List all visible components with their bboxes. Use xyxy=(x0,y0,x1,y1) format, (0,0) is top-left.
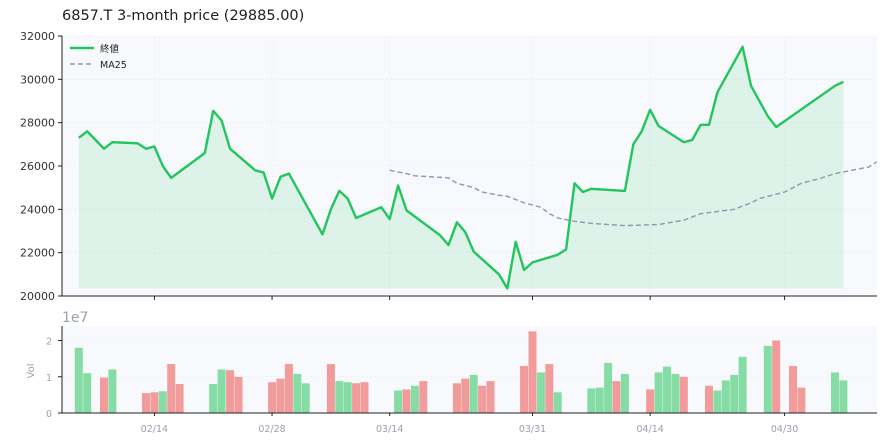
volume-panel-bg xyxy=(62,326,877,413)
volume-bar xyxy=(469,374,478,413)
volume-bar xyxy=(679,376,688,414)
price-y-tick-label: 22000 xyxy=(20,247,55,260)
volume-bar xyxy=(789,365,797,413)
volume-bar xyxy=(335,381,344,413)
volume-x-tick-label: 03/14 xyxy=(376,424,403,435)
volume-bar xyxy=(150,392,159,413)
volume-bar xyxy=(293,373,302,413)
volume-bar xyxy=(284,364,293,413)
volume-x-tick-label: 03/31 xyxy=(519,424,546,435)
volume-bar xyxy=(730,374,739,413)
volume-offset-label: 1e7 xyxy=(62,310,88,326)
volume-y-tick-label: 2 xyxy=(46,337,52,348)
volume-bar xyxy=(74,347,83,414)
ma25-line xyxy=(389,161,878,227)
volume-bar xyxy=(486,381,495,413)
volume-bar xyxy=(276,378,285,413)
volume-bar xyxy=(217,369,226,413)
volume-bar xyxy=(100,377,108,413)
volume-bar xyxy=(167,364,176,413)
price-y-tick-label: 24000 xyxy=(20,203,55,216)
volume-bar xyxy=(604,363,613,413)
legend-label-ma25: MA25 xyxy=(100,60,127,71)
volume-bar xyxy=(839,380,848,413)
volume-bar xyxy=(595,387,604,413)
volume-bar xyxy=(108,369,117,413)
volume-bar xyxy=(763,345,772,413)
volume-y-label: Vol xyxy=(26,364,37,379)
volume-bar xyxy=(738,356,747,413)
volume-bar xyxy=(721,380,730,413)
volume-bar xyxy=(83,373,92,413)
volume-bar xyxy=(772,340,781,413)
volume-bar xyxy=(209,384,218,413)
volume-bar xyxy=(326,364,335,413)
volume-y-ticks: 0 1 2 xyxy=(46,337,62,420)
price-y-tick-label: 26000 xyxy=(20,160,55,173)
volume-bar xyxy=(671,373,680,413)
legend-label-close: 終値 xyxy=(100,43,120,55)
volume-bar xyxy=(410,385,419,413)
price-y-ticks: 20000 22000 24000 26000 28000 30000 32000 xyxy=(20,30,62,303)
volume-bar xyxy=(175,384,184,413)
volume-x-tick-label: 02/28 xyxy=(258,424,285,435)
price-y-tick-label: 28000 xyxy=(20,117,55,130)
volume-bar xyxy=(713,390,722,413)
volume-bar xyxy=(268,382,277,413)
volume-bar xyxy=(352,383,361,413)
volume-bar xyxy=(394,390,403,413)
chart-title: 6857.T 3-month price (29885.00) xyxy=(62,8,305,24)
price-x-ticks xyxy=(153,296,786,300)
volume-bar xyxy=(663,366,671,413)
price-panel-bg xyxy=(62,36,877,296)
volume-bar xyxy=(343,382,352,413)
volume-bar xyxy=(158,391,167,414)
volume-bars xyxy=(74,331,848,414)
price-y-tick-label: 20000 xyxy=(20,290,55,303)
volume-x-tick-label: 04/14 xyxy=(636,424,663,435)
volume-bar xyxy=(360,382,369,413)
volume-bar xyxy=(587,388,596,413)
volume-bar xyxy=(620,373,629,413)
volume-bar xyxy=(234,376,243,414)
volume-bar xyxy=(797,387,806,413)
price-grid xyxy=(62,35,877,297)
price-area-fill xyxy=(78,46,844,289)
legend: 終値 MA25 xyxy=(70,43,127,71)
volume-bar xyxy=(545,364,554,413)
volume-bar xyxy=(301,383,310,413)
price-y-tick-label: 30000 xyxy=(20,73,55,86)
volume-bar xyxy=(402,389,411,413)
volume-bar xyxy=(452,383,461,413)
volume-x-tick-label: 02/14 xyxy=(141,424,168,435)
volume-bar xyxy=(705,385,713,413)
volume-y-tick-label: 1 xyxy=(46,373,52,384)
volume-bar xyxy=(831,372,839,413)
volume-bar xyxy=(654,372,663,413)
volume-bar xyxy=(226,370,235,413)
volume-bar xyxy=(536,372,545,413)
volume-bar xyxy=(419,381,428,413)
volume-bar xyxy=(646,389,655,413)
volume-bar xyxy=(528,331,537,413)
volume-bar xyxy=(142,393,150,413)
price-y-tick-label: 32000 xyxy=(20,30,55,43)
volume-bar xyxy=(461,378,470,413)
volume-bar xyxy=(478,385,487,413)
volume-bar xyxy=(612,381,621,413)
volume-bar xyxy=(553,392,562,413)
volume-y-tick-label: 0 xyxy=(46,409,52,420)
volume-bar xyxy=(520,365,529,413)
volume-x-tick-label: 04/30 xyxy=(771,424,798,435)
close-price-line xyxy=(78,45,844,290)
volume-x-ticks: 02/14 02/28 03/14 03/31 04/14 04/30 xyxy=(141,413,798,435)
